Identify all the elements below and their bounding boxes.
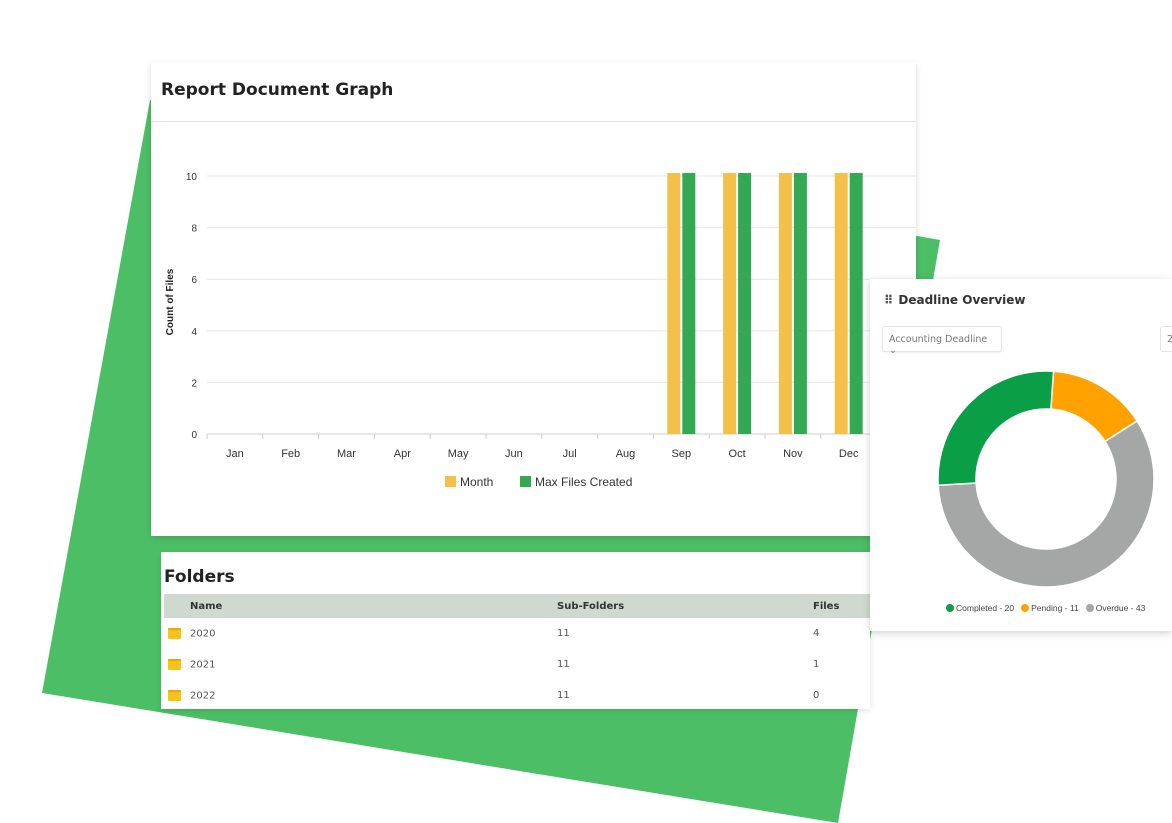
x-tick-label: Mar [337,448,356,460]
folder-name[interactable]: 2021 [190,659,216,671]
folder-name[interactable]: 2022 [190,690,216,702]
table-row[interactable]: 2020 11 4 [164,618,870,649]
x-tick-label: Jan [226,448,244,460]
x-tick-label: Sep [672,448,692,460]
folder-icon [168,689,181,701]
x-tick-label: Jul [563,448,577,460]
sub-folder-count: 11 [557,690,570,701]
donut-segment-completed[interactable] [937,370,1055,487]
deadline-title: Deadline Overview [898,293,1026,307]
bar-max-files-created [682,173,696,434]
x-tick-label: Apr [394,448,411,460]
sub-folder-count: 11 [557,628,570,639]
x-tick-label: Nov [783,448,803,460]
legend-overdue[interactable]: Overdue - 43 [1085,603,1146,613]
table-row[interactable]: 2021 11 1 [164,649,870,680]
donut-segment-overdue[interactable] [937,419,1155,588]
y-tick-label: 4 [191,327,197,338]
legend-swatch [520,476,531,487]
x-tick-label: Oct [729,448,746,460]
chevron-down-icon: ⌄ [889,345,897,356]
dot-icon [946,604,954,612]
bar-max-files-created [793,173,807,434]
folders-card: Folders Name Sub-Folders Files 2020 11 4 20… [161,552,870,709]
legend-label: Month [460,475,493,489]
table-row[interactable]: 2022 11 0 [164,680,870,711]
x-tick-label: Dec [839,448,859,460]
bar-month [723,173,737,434]
y-tick-label: 6 [191,275,197,286]
bar-month [667,173,681,434]
folders-table: Name Sub-Folders Files 2020 11 4 2021 11 1 202… [164,594,870,711]
folder-icon [168,658,181,670]
folders-title: Folders [164,567,235,587]
folder-icon [168,627,181,639]
card-title: Report Document Graph [161,80,394,100]
column-header-name[interactable]: Name [164,594,557,618]
column-header-sub-folders[interactable]: Sub-Folders [557,594,813,618]
x-tick-label: Aug [616,448,636,460]
dot-icon [1085,604,1094,612]
bar-month [834,173,848,434]
donut-legend: Completed - 20 Pending - 11 Overdue - 43 [946,603,1145,613]
bar-max-files-created [738,173,752,434]
bar-max-files-created [849,173,863,434]
x-tick-label: May [448,448,469,460]
file-count: 0 [813,690,820,701]
y-tick-label: 8 [191,224,197,235]
bar-chart: 0 2 4 6 8 10 Count of Files Jan Feb Mar Apr May Jun J… [165,172,916,489]
deadline-overview-card: ⠿ Deadline Overview Accounting Deadline ⌄… [870,279,1172,631]
legend-swatch [445,476,456,487]
divider [151,121,916,122]
year-select[interactable]: 2 [1160,326,1172,352]
column-header-files[interactable]: Files [813,594,870,618]
y-axis-label: Count of Files [165,268,176,335]
legend-label: Overdue - 43 [1095,603,1146,613]
x-tick-label: Jun [505,448,523,460]
y-tick-label: 0 [191,430,197,441]
legend-completed[interactable]: Completed - 20 [946,603,1014,613]
y-tick-label: 10 [186,172,198,183]
bar-month [778,173,792,434]
drag-handle-icon[interactable]: ⠿ [884,293,894,307]
sub-folder-count: 11 [557,659,570,670]
select-value: 2 [1167,334,1172,345]
dot-icon [1021,604,1030,612]
donut-chart [937,370,1155,588]
file-count: 4 [813,628,820,639]
folder-name[interactable]: 2020 [190,628,216,640]
legend-label: Completed - 20 [956,603,1015,613]
legend-label: Pending - 11 [1031,603,1079,613]
deadline-type-select[interactable]: Accounting Deadline ⌄ [882,326,1002,356]
select-value: Accounting Deadline [889,334,988,345]
report-document-graph-card: Report Document Graph 0 2 4 6 8 10 Count of Fi… [151,62,916,536]
legend-pending[interactable]: Pending - 11 [1021,603,1079,613]
legend-label: Max Files Created [535,475,632,489]
file-count: 1 [813,659,820,670]
y-tick-label: 2 [191,378,197,389]
x-tick-label: Feb [281,448,300,460]
